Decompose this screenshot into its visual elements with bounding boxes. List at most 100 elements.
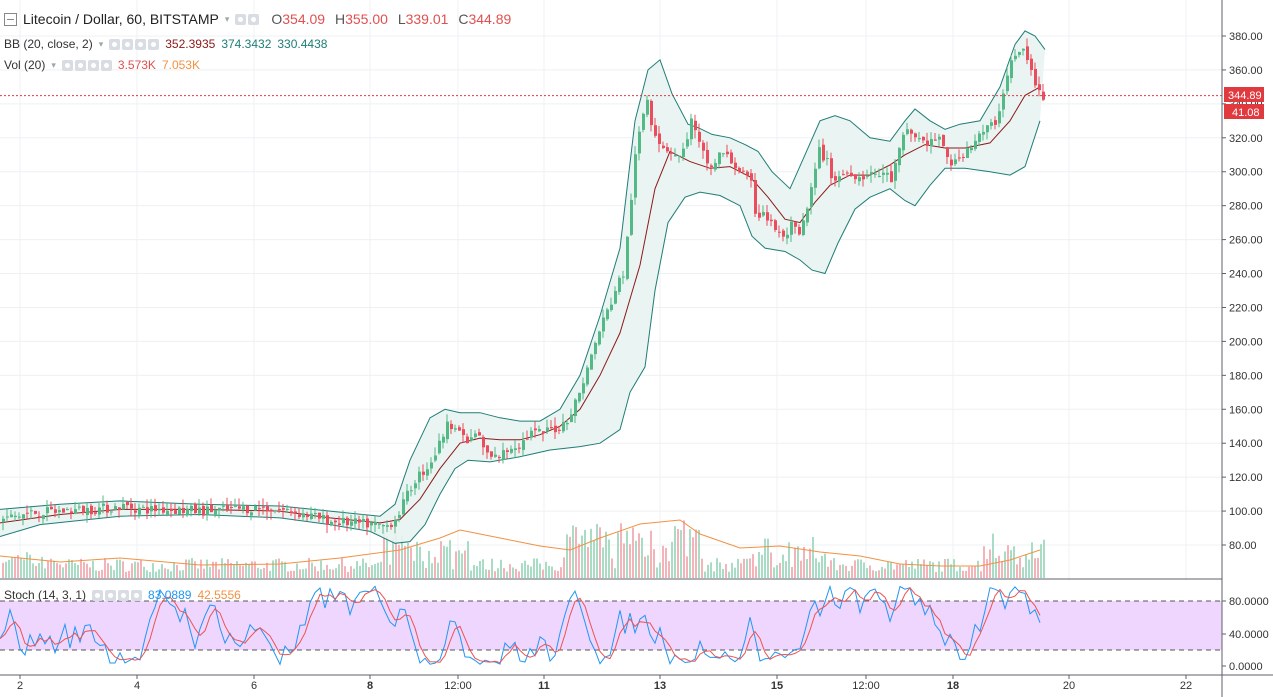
- volume-bar: [695, 529, 697, 578]
- candle-body: [834, 176, 837, 181]
- volume-bar: [617, 532, 619, 578]
- volume-bar: [338, 564, 340, 578]
- candle-body: [734, 162, 737, 169]
- volume-bar: [890, 562, 892, 578]
- eye-icon[interactable]: [235, 13, 247, 25]
- stoch-k-value: 83.0889: [148, 588, 192, 602]
- volume-bar: [110, 565, 112, 578]
- close-icon[interactable]: [100, 59, 112, 71]
- volume-bar: [704, 571, 706, 578]
- stoch-band-fill: [0, 601, 1222, 650]
- bollinger-title: BB (20, close, 2): [4, 37, 93, 51]
- volume-bar: [596, 523, 598, 578]
- candle-body: [866, 175, 869, 177]
- candle-body: [622, 276, 625, 278]
- eye-icon[interactable]: [61, 59, 73, 71]
- candle-body: [358, 519, 361, 523]
- volume-bar: [728, 571, 730, 578]
- volume-bar: [827, 566, 829, 578]
- volume-bar: [200, 559, 202, 578]
- volume-bar: [557, 570, 559, 578]
- settings-icon[interactable]: [248, 13, 260, 25]
- price-tick-label: 200.00: [1229, 336, 1263, 348]
- volume-bar: [575, 527, 577, 578]
- volume-bar: [77, 564, 79, 578]
- candle-body: [618, 277, 621, 292]
- stoch-d-value: 42.5556: [197, 588, 241, 602]
- volume-bar: [848, 571, 850, 578]
- volume-bar: [179, 570, 181, 578]
- candle-body: [642, 113, 645, 130]
- volume-bar: [26, 552, 28, 578]
- candle-body: [906, 129, 909, 134]
- add-icon[interactable]: [87, 59, 99, 71]
- candle-body: [858, 177, 861, 182]
- settings-icon[interactable]: [74, 59, 86, 71]
- stoch-axis: 80.0000 40.0000 0.0000: [1222, 596, 1269, 673]
- eye-icon[interactable]: [92, 589, 104, 601]
- candle-body: [998, 111, 1001, 124]
- chevron-down-icon[interactable]: ▾: [98, 38, 104, 49]
- volume-bar: [608, 539, 610, 578]
- volume-bar: [1025, 554, 1027, 578]
- add-icon[interactable]: [118, 589, 130, 601]
- candle-body: [422, 471, 425, 475]
- time-tick-label: 12:00: [852, 680, 880, 692]
- candle-body: [370, 522, 373, 526]
- close-icon[interactable]: [148, 38, 160, 50]
- stoch-legend: Stoch (14, 3, 1) 83.0889 42.5556: [4, 588, 241, 602]
- volume-bar: [164, 568, 166, 578]
- candle-body: [246, 505, 249, 514]
- candle-body: [410, 490, 413, 492]
- chevron-down-icon[interactable]: ▾: [224, 13, 230, 24]
- volume-bar: [446, 546, 448, 578]
- volume-bar: [668, 561, 670, 578]
- candle-body: [326, 515, 329, 525]
- candle-body: [478, 432, 481, 436]
- add-icon[interactable]: [135, 38, 147, 50]
- close-icon[interactable]: [131, 589, 143, 601]
- time-axis: 2 4 6 8 12:00 11 13 15 12:00 18 20 22: [17, 675, 1192, 692]
- volume-bar: [746, 558, 748, 578]
- candle-body: [302, 513, 305, 518]
- chevron-down-icon[interactable]: ▾: [51, 59, 56, 70]
- candle-body: [658, 133, 661, 144]
- volume-bar: [281, 561, 283, 578]
- volume-bar: [473, 564, 475, 578]
- collapse-icon[interactable]: [4, 12, 17, 26]
- candle-body: [910, 129, 913, 134]
- settings-icon[interactable]: [105, 589, 117, 601]
- candle-body: [506, 450, 509, 453]
- volume-bar: [680, 530, 682, 578]
- candle-body: [494, 454, 497, 457]
- eye-icon[interactable]: [109, 38, 121, 50]
- candle-body: [594, 342, 597, 355]
- candle-body: [450, 423, 453, 430]
- candle-body: [606, 309, 609, 320]
- volume-bar: [2, 562, 4, 578]
- time-tick-label: 8: [367, 680, 373, 692]
- volume-bar: [197, 568, 199, 578]
- volume-bar: [845, 565, 847, 578]
- candle-body: [670, 152, 673, 154]
- candle-body: [638, 131, 641, 154]
- candle-body: [426, 469, 429, 476]
- volume-bar: [872, 570, 874, 578]
- volume-bar: [215, 561, 217, 578]
- price-tick-label: 260.00: [1229, 235, 1263, 247]
- volume-bar: [305, 568, 307, 578]
- volume-bar: [278, 558, 280, 578]
- candle-body: [54, 509, 57, 513]
- volume-bar: [257, 567, 259, 578]
- volume-bar: [947, 558, 949, 578]
- volume-bar: [665, 547, 667, 578]
- settings-icon[interactable]: [122, 38, 134, 50]
- bollinger-upper-line: [0, 30, 1046, 517]
- volume-bar: [5, 561, 7, 578]
- volume-bar: [254, 561, 256, 578]
- candle-body: [726, 151, 729, 155]
- volume-bar: [662, 545, 664, 578]
- price-tick-label: 100.00: [1229, 506, 1263, 518]
- volume-bar: [950, 564, 952, 578]
